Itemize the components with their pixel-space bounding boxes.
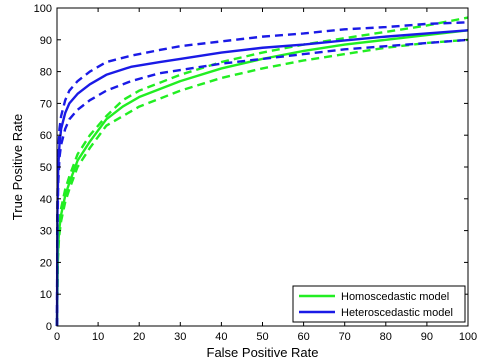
y-tick-label: 90 [40, 35, 52, 47]
series-line-3 [57, 30, 468, 326]
plot-frame [57, 8, 468, 326]
y-tick-label: 80 [40, 67, 52, 79]
x-tick-label: 50 [256, 331, 268, 343]
y-axis-label: True Positive Rate [10, 114, 25, 220]
x-tick-label: 10 [92, 331, 104, 343]
y-tick-label: 0 [46, 321, 52, 333]
x-tick-label: 80 [380, 331, 392, 343]
series-line-5-bound [57, 40, 468, 326]
y-tick-label: 50 [40, 162, 52, 174]
legend-label: Heteroscedastic model [341, 307, 453, 319]
y-tick-label: 60 [40, 130, 52, 142]
x-tick-label: 20 [133, 331, 145, 343]
y-tick-label: 70 [40, 98, 52, 110]
x-tick-label: 90 [421, 331, 433, 343]
series-line-0 [57, 30, 468, 326]
series-line-2-bound [57, 40, 468, 326]
y-tick-label: 20 [40, 257, 52, 269]
x-tick-label: 100 [459, 331, 477, 343]
x-tick-label: 30 [174, 331, 186, 343]
y-tick-label: 30 [40, 226, 52, 238]
plot-lines [57, 18, 468, 326]
legend: Homoscedastic model Heteroscedastic model [293, 286, 465, 322]
y-tick-label: 10 [40, 289, 52, 301]
x-tick-label: 70 [339, 331, 351, 343]
y-tick-label: 100 [34, 3, 52, 15]
x-tick-label: 60 [297, 331, 309, 343]
x-tick-label: 40 [215, 331, 227, 343]
series-line-1-bound [57, 18, 468, 326]
legend-label: Homoscedastic model [341, 291, 449, 303]
x-axis-label: False Positive Rate [207, 345, 319, 360]
x-tick-label: 0 [54, 331, 60, 343]
y-tick-label: 40 [40, 194, 52, 206]
